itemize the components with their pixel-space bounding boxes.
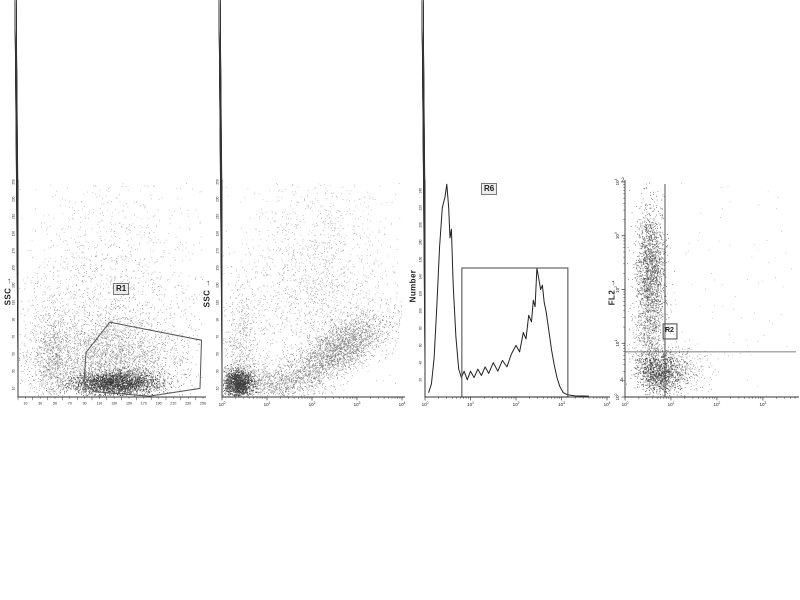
svg-text:120: 120 — [419, 291, 423, 297]
svg-text:103: 103 — [558, 401, 565, 407]
svg-text:180: 180 — [419, 239, 423, 245]
panel-histogram-number: 100 101 102 103 104 20 40 60 80 100 120 140 160 180 20… — [419, 0, 611, 407]
svg-text:90: 90 — [12, 318, 16, 322]
svg-text:170: 170 — [12, 248, 16, 254]
svg-text:103: 103 — [614, 232, 620, 239]
y-axis-label-fl2: FL2 → — [607, 278, 617, 306]
svg-text:104: 104 — [604, 401, 611, 407]
svg-text:30: 30 — [216, 369, 220, 373]
svg-text:50: 50 — [216, 352, 220, 356]
svg-text:100: 100 — [219, 401, 226, 407]
svg-text:110: 110 — [12, 300, 16, 305]
svg-text:210: 210 — [12, 214, 16, 220]
svg-text:103: 103 — [760, 401, 767, 407]
y-axis-label-ssc-panel2: SSC → — [202, 278, 212, 308]
svg-text:170: 170 — [141, 402, 147, 406]
svg-text:170: 170 — [216, 248, 220, 254]
svg-text:130: 130 — [111, 402, 117, 406]
svg-text:70: 70 — [12, 335, 16, 339]
svg-text:104: 104 — [399, 401, 406, 407]
svg-text:70: 70 — [68, 402, 72, 406]
svg-text:102: 102 — [614, 286, 620, 293]
svg-text:10: 10 — [12, 386, 16, 390]
svg-text:230: 230 — [216, 196, 220, 202]
svg-text:50: 50 — [53, 402, 57, 406]
svg-text:210: 210 — [216, 214, 220, 220]
svg-text:50: 50 — [12, 352, 16, 356]
gate-label-r2: R2 — [665, 327, 674, 334]
svg-text:230: 230 — [12, 196, 16, 202]
svg-text:110: 110 — [216, 300, 220, 305]
svg-text:104: 104 — [614, 178, 620, 185]
svg-text:20: 20 — [419, 378, 423, 382]
quadrant-label-4: 4 — [620, 378, 624, 384]
svg-text:200: 200 — [419, 222, 423, 228]
svg-text:190: 190 — [216, 231, 220, 237]
svg-text:90: 90 — [216, 318, 220, 322]
svg-text:190: 190 — [156, 402, 162, 406]
svg-text:160: 160 — [419, 257, 423, 263]
svg-text:150: 150 — [216, 265, 220, 271]
svg-text:220: 220 — [419, 205, 423, 211]
panel-scatter-log-ssc: 100 101 102 103 104 10 30 50 70 90 110 130 150 170 190… — [216, 0, 406, 407]
y-axis-label-number: Number — [408, 269, 418, 303]
svg-text:102: 102 — [513, 401, 520, 407]
svg-text:130: 130 — [12, 282, 16, 288]
y-axis-label-ssc-panel1: SSC → — [3, 276, 13, 306]
svg-text:101: 101 — [668, 401, 675, 407]
panel-scatter-fl1-fl2: 100 101 102 103 100 101 102 103 104 — [614, 178, 799, 407]
svg-text:100: 100 — [614, 393, 620, 400]
svg-text:110: 110 — [97, 402, 103, 406]
svg-text:130: 130 — [216, 282, 220, 288]
svg-text:10: 10 — [23, 402, 27, 406]
svg-text:101: 101 — [614, 340, 620, 347]
svg-text:90: 90 — [83, 402, 87, 406]
svg-text:101: 101 — [264, 401, 271, 407]
svg-text:70: 70 — [216, 335, 220, 339]
svg-text:240: 240 — [419, 188, 423, 194]
svg-text:250: 250 — [200, 402, 206, 406]
panel-scatter-fsc-ssc: 10 30 50 70 90 110 130 150 170 190 210 230 250 10 30 50… — [12, 0, 206, 406]
svg-text:150: 150 — [126, 402, 132, 406]
svg-text:102: 102 — [309, 401, 316, 407]
svg-text:230: 230 — [185, 402, 191, 406]
svg-text:100: 100 — [419, 308, 423, 314]
svg-text:30: 30 — [12, 369, 16, 373]
svg-text:190: 190 — [12, 231, 16, 237]
quadrant-label-2: 2 — [621, 178, 625, 184]
svg-text:150: 150 — [12, 265, 16, 271]
svg-text:60: 60 — [419, 343, 423, 347]
svg-text:80: 80 — [419, 326, 423, 330]
svg-text:250: 250 — [12, 179, 16, 185]
svg-text:103: 103 — [354, 401, 361, 407]
svg-text:140: 140 — [419, 274, 423, 280]
svg-text:10: 10 — [216, 386, 220, 390]
svg-text:30: 30 — [38, 402, 42, 406]
gate-label-r6: R6 — [481, 183, 498, 195]
svg-text:102: 102 — [714, 401, 721, 407]
svg-text:100: 100 — [422, 401, 429, 407]
svg-text:101: 101 — [467, 401, 474, 407]
svg-text:250: 250 — [216, 179, 220, 185]
svg-text:210: 210 — [170, 402, 176, 406]
svg-text:40: 40 — [419, 361, 423, 365]
svg-text:100: 100 — [622, 401, 629, 407]
gate-label-r1: R1 — [113, 283, 130, 295]
